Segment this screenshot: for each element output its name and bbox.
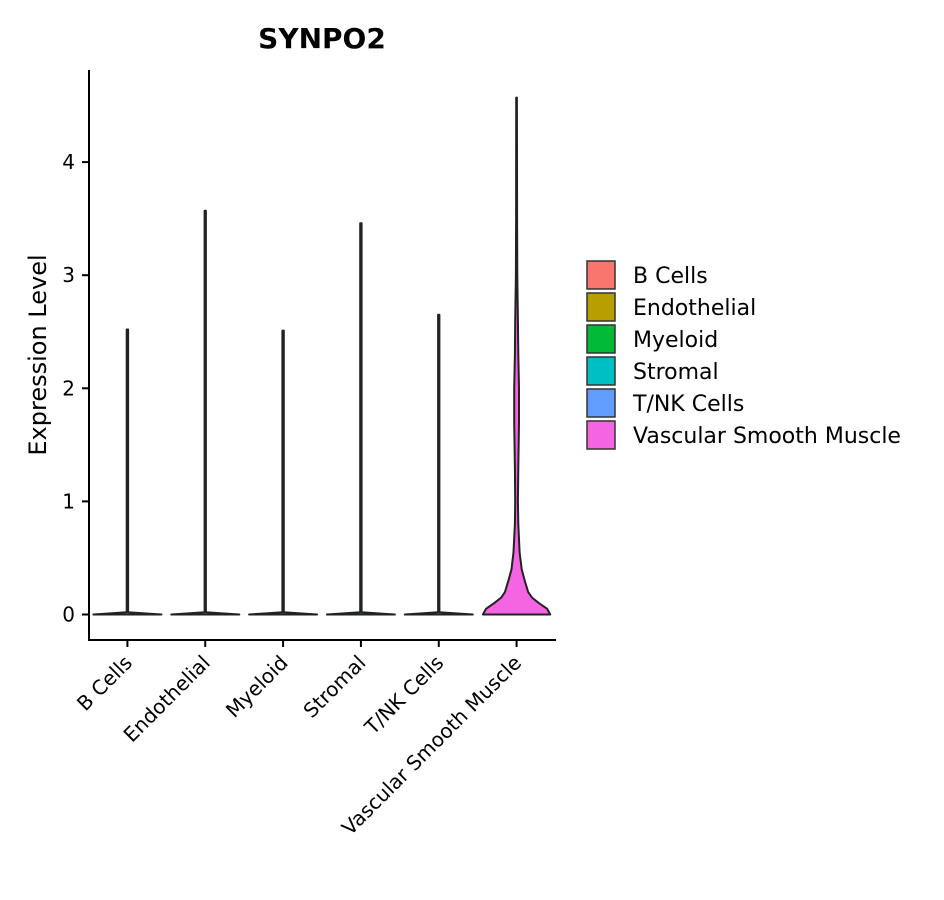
violin-vascular-smooth-muscle <box>481 96 552 616</box>
legend-label: Myeloid <box>633 328 718 353</box>
legend-label: B Cells <box>633 264 708 289</box>
legend-swatch <box>586 292 616 322</box>
legend-swatch <box>586 260 616 290</box>
legend-swatch <box>586 420 616 450</box>
legend-label: Vascular Smooth Muscle <box>633 424 901 449</box>
legend-label: Endothelial <box>633 296 756 321</box>
y-tick-label: 0 <box>62 603 75 627</box>
y-axis-ticks: 0 1 2 3 4 <box>62 150 89 627</box>
x-tick-label: Stromal <box>298 651 370 723</box>
y-tick-label: 3 <box>62 263 75 287</box>
y-tick-label: 1 <box>62 489 75 513</box>
plot-area <box>92 96 552 616</box>
chart-title: SYNPO2 <box>258 22 386 55</box>
legend-label: Stromal <box>633 360 719 385</box>
y-axis-label: Expression Level <box>24 254 52 455</box>
x-tick-label: B Cells <box>72 651 137 716</box>
violin-stromal <box>325 222 396 616</box>
y-tick-label: 2 <box>62 376 75 400</box>
legend-swatch <box>586 356 616 386</box>
legend-label: T/NK Cells <box>632 392 744 417</box>
violin-b-cells <box>92 328 163 616</box>
legend-swatch <box>586 324 616 354</box>
y-tick-label: 4 <box>62 150 75 174</box>
legend: B Cells Endothelial Myeloid Stromal T/NK Cel… <box>586 260 901 450</box>
legend-swatch <box>586 388 616 418</box>
violin-myeloid <box>248 329 319 616</box>
violin-t-nk-cells <box>403 313 474 616</box>
violin-endothelial <box>170 209 241 616</box>
x-tick-label: Myeloid <box>221 651 293 723</box>
